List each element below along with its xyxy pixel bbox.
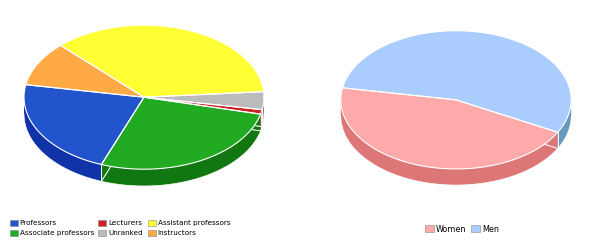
Polygon shape bbox=[101, 114, 260, 186]
Polygon shape bbox=[101, 97, 260, 169]
Polygon shape bbox=[144, 92, 264, 110]
Polygon shape bbox=[260, 110, 262, 131]
Polygon shape bbox=[24, 97, 101, 181]
Legend: Professors, Associate professors, Lecturers, Unranked, Assistant professors, Ins: Professors, Associate professors, Lectur… bbox=[10, 220, 230, 236]
Polygon shape bbox=[26, 45, 144, 97]
Polygon shape bbox=[558, 100, 571, 148]
Polygon shape bbox=[341, 88, 558, 169]
Polygon shape bbox=[24, 85, 144, 164]
Polygon shape bbox=[343, 31, 571, 132]
Polygon shape bbox=[144, 97, 262, 114]
Polygon shape bbox=[341, 100, 558, 185]
Legend: Women, Men: Women, Men bbox=[425, 225, 499, 234]
Polygon shape bbox=[61, 25, 263, 97]
Polygon shape bbox=[262, 97, 264, 126]
